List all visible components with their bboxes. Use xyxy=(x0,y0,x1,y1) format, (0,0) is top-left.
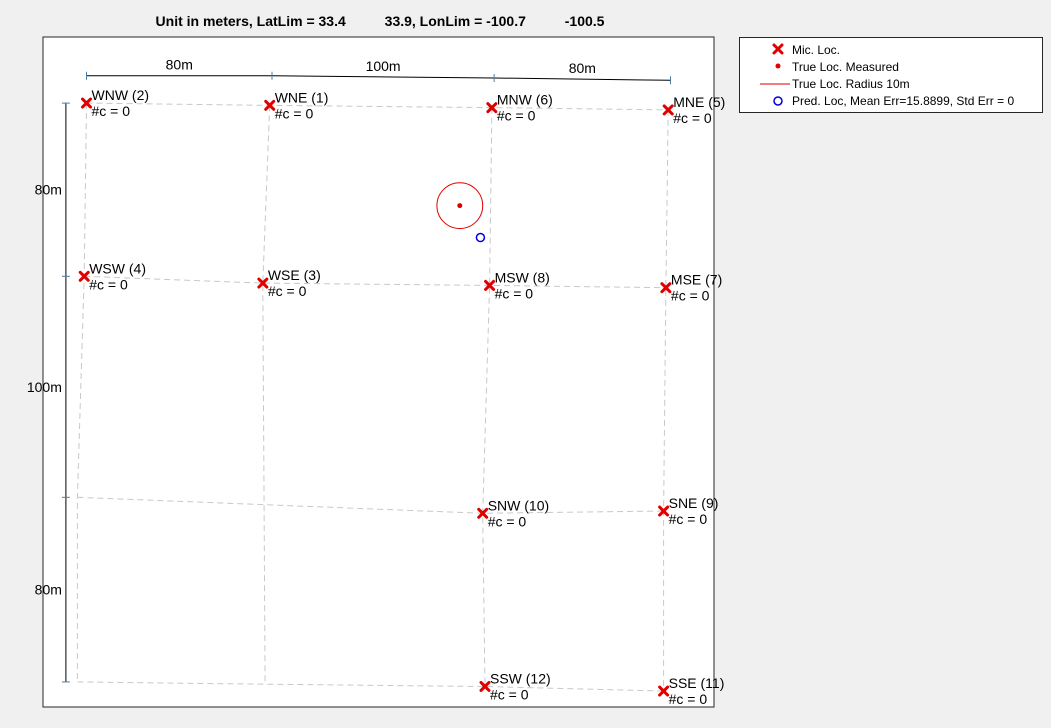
mic-marker xyxy=(662,104,674,116)
dimension-top-label: 80m xyxy=(166,57,193,73)
grid-line xyxy=(482,107,493,687)
mic-marker xyxy=(257,277,269,289)
mic-marker xyxy=(78,270,90,282)
mic-count-label: #c = 0 xyxy=(490,686,529,702)
mic-count-label: #c = 0 xyxy=(268,283,307,299)
mic-marker xyxy=(658,685,670,697)
mic-name-label: SNW (10) xyxy=(488,497,549,513)
grid-line xyxy=(84,275,666,289)
mic-name-label: MNW (6) xyxy=(497,92,553,108)
mic-name-label: WNW (2) xyxy=(92,87,150,103)
legend-entry-radius: True Loc. Radius 10m xyxy=(740,76,1042,92)
mic-name-label: SSE (11) xyxy=(669,675,725,691)
legend-label: True Loc. Radius 10m xyxy=(792,77,910,91)
mic-count-label: #c = 0 xyxy=(673,110,712,126)
circle-marker-icon xyxy=(773,96,783,106)
dimension-left-label: 100m xyxy=(27,379,62,395)
mic-count-label: #c = 0 xyxy=(497,108,536,124)
marker-layer xyxy=(78,97,674,697)
mic-marker xyxy=(660,282,672,294)
mic-count-label: #c = 0 xyxy=(669,691,708,707)
mic-name-label: WNE (1) xyxy=(275,89,329,105)
mic-name-label: SNE (9) xyxy=(669,495,719,511)
mic-count-label: #c = 0 xyxy=(488,513,527,529)
dimension-left-label: 80m xyxy=(35,582,62,598)
grid-line xyxy=(262,105,271,685)
grid-line xyxy=(77,681,664,692)
mic-marker xyxy=(81,97,93,109)
dot-marker-icon xyxy=(775,63,781,69)
axes-background xyxy=(42,36,715,708)
grid-line xyxy=(663,109,669,691)
legend-label: True Loc. Measured xyxy=(792,60,899,74)
mic-count-label: #c = 0 xyxy=(92,103,131,119)
mic-name-label: MSE (7) xyxy=(671,272,722,288)
mic-count-label: #c = 0 xyxy=(495,285,534,301)
true-loc-point xyxy=(457,203,463,209)
legend-label: Pred. Loc, Mean Err=15.8899, Std Err = 0 xyxy=(792,94,1015,108)
dimension-top-line xyxy=(86,75,671,81)
mic-marker-icon xyxy=(772,43,784,55)
legend: Mic. Loc. True Loc. Measured True Loc. R… xyxy=(739,37,1043,113)
mic-marker xyxy=(264,99,276,111)
dimension-layer xyxy=(61,71,671,683)
legend-entry-true-loc: True Loc. Measured xyxy=(740,59,1042,75)
mic-name-label: MSW (8) xyxy=(495,269,550,285)
true-loc-radius xyxy=(436,182,484,230)
grid-line xyxy=(76,103,87,682)
mic-count-label: #c = 0 xyxy=(89,276,128,292)
mic-marker xyxy=(658,505,670,517)
legend-entry-pred: Pred. Loc, Mean Err=15.8899, Std Err = 0 xyxy=(740,93,1042,109)
mic-marker xyxy=(486,102,498,114)
line-marker-icon xyxy=(760,83,790,85)
pred-loc-point xyxy=(475,232,486,243)
mic-name-label: SSW (12) xyxy=(490,670,551,686)
mic-name-label: WSE (3) xyxy=(268,267,321,283)
dimension-top-label: 100m xyxy=(366,58,401,74)
legend-entry-mic: Mic. Loc. xyxy=(740,42,1042,58)
chart-title: Unit in meters, LatLim = 33.4 33.9, LonL… xyxy=(155,13,605,29)
mic-marker xyxy=(479,680,491,692)
mic-marker xyxy=(477,507,489,519)
grid-line xyxy=(86,102,669,111)
mic-name-label: WSW (4) xyxy=(89,260,146,276)
mic-name-label: MNE (5) xyxy=(673,94,725,110)
legend-label: Mic. Loc. xyxy=(792,43,841,57)
grid-layer xyxy=(76,102,669,692)
dimension-top-label: 80m xyxy=(569,60,596,76)
mic-count-label: #c = 0 xyxy=(275,105,314,121)
mic-count-label: #c = 0 xyxy=(669,511,708,527)
mic-marker xyxy=(484,279,496,291)
mic-count-label: #c = 0 xyxy=(671,288,710,304)
dimension-left-label: 80m xyxy=(35,182,62,198)
